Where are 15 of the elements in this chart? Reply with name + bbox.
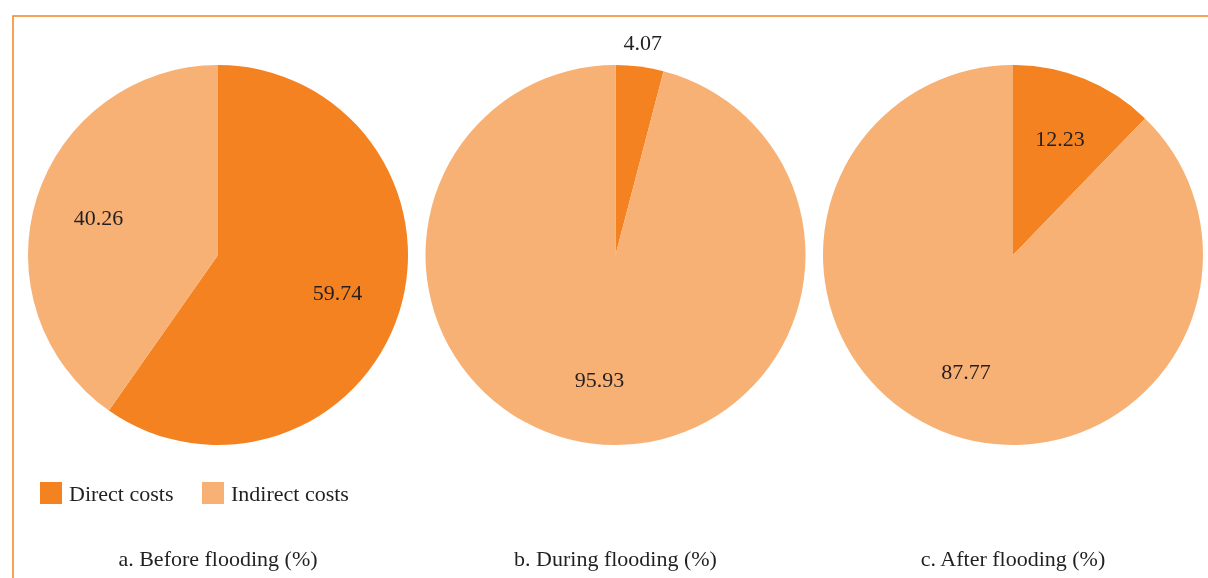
data-label: 87.77 bbox=[941, 358, 991, 384]
pie-slice bbox=[425, 65, 806, 445]
pie-slice bbox=[28, 65, 218, 411]
data-label: 95.93 bbox=[574, 366, 625, 392]
data-label: 4.07 bbox=[623, 30, 663, 56]
data-label: 59.74 bbox=[312, 280, 363, 306]
text: a. Before flooding (%) bbox=[118, 545, 318, 571]
legend-label: Direct costs bbox=[69, 480, 174, 506]
text: c. After flooding (%) bbox=[920, 545, 1106, 571]
legend-label: Indirect costs bbox=[231, 480, 349, 506]
data-label: 12.23 bbox=[1035, 126, 1085, 152]
pie-slice bbox=[823, 65, 1203, 445]
data-label: 40.26 bbox=[73, 204, 124, 230]
pie-slice bbox=[1013, 65, 1146, 255]
text: b. During flooding (%) bbox=[514, 545, 717, 571]
